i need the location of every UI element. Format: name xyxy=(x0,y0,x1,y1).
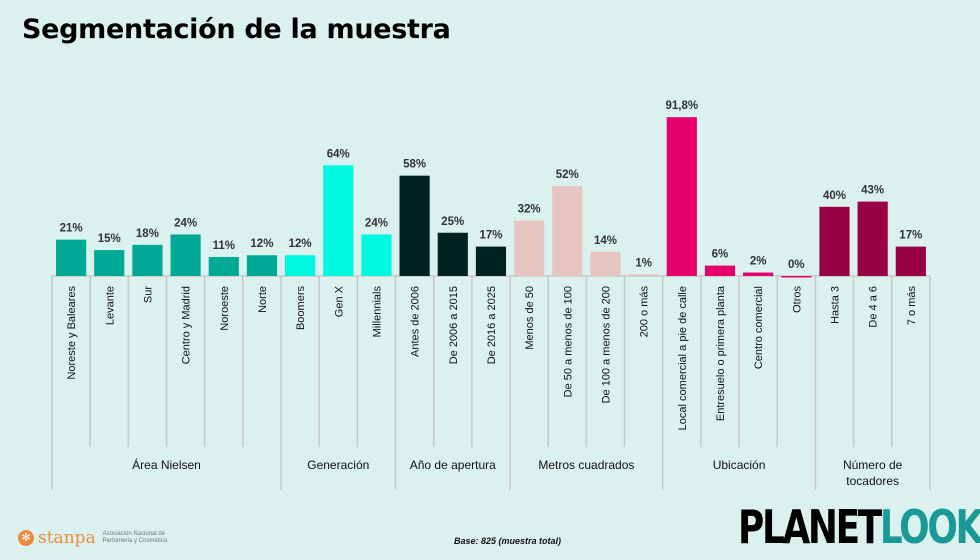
bar xyxy=(437,232,468,276)
data-label: 91,8% xyxy=(666,100,699,112)
tick-label: Otros xyxy=(791,286,803,313)
bar xyxy=(743,272,774,276)
bar xyxy=(895,246,926,276)
data-label: 14% xyxy=(594,235,617,247)
tick-label: Millennials xyxy=(371,286,383,338)
tick-label: De 2016 a 2025 xyxy=(486,286,498,364)
data-label: 2% xyxy=(750,256,767,268)
bar xyxy=(552,186,583,276)
bar xyxy=(704,265,736,276)
tick-label: Sur xyxy=(142,286,154,303)
tick-label: Norte xyxy=(257,286,269,313)
data-label: 24% xyxy=(365,217,388,229)
data-label: 6% xyxy=(712,249,729,261)
group-label: Generación xyxy=(307,458,369,472)
tick-label: Antes de 2006 xyxy=(410,286,422,357)
bar xyxy=(56,239,87,276)
bar xyxy=(399,175,430,276)
base-note: Base: 825 (muestra total) xyxy=(454,536,562,546)
bar xyxy=(208,256,239,276)
tick-label: Gen X xyxy=(333,285,345,317)
data-label: 40% xyxy=(823,190,846,202)
bar xyxy=(132,244,163,276)
stanpa-logo: ✻ stanpa Asociación Nacional de Perfumer… xyxy=(18,528,183,548)
group-label: Ubicación xyxy=(713,458,766,472)
data-label: 17% xyxy=(479,230,502,242)
bar xyxy=(590,251,621,276)
data-label: 25% xyxy=(441,216,464,228)
tick-label: Noroeste xyxy=(219,286,231,331)
bar xyxy=(475,246,507,276)
bar xyxy=(514,220,545,276)
data-label: 43% xyxy=(861,185,884,197)
bar xyxy=(323,165,354,276)
bar-chart: 21% Noreste y Baleares 15% Levante 18% Sur 24%… xyxy=(51,100,931,490)
bar xyxy=(628,274,659,276)
tick-label: Centro comercial xyxy=(753,286,765,369)
stanpa-subtitle: Asociación Nacional de Perfumería y Cosm… xyxy=(102,531,168,544)
data-label: 32% xyxy=(518,204,541,216)
planetlook-logo: PLANETLOOK xyxy=(738,500,980,554)
data-label: 24% xyxy=(174,217,197,229)
bar xyxy=(170,234,201,276)
logo-part-b: LOOK xyxy=(879,500,980,554)
data-label: 0% xyxy=(788,259,805,271)
tick-label: Entresuelo o primera planta xyxy=(715,285,727,421)
group-label: Año de apertura xyxy=(410,458,496,472)
tick-label: Levante xyxy=(104,286,116,325)
group-label: Área Nielsen xyxy=(132,457,201,472)
bar xyxy=(94,250,125,276)
data-label: 11% xyxy=(213,240,235,252)
bar xyxy=(819,206,850,276)
data-label: 17% xyxy=(899,230,922,242)
tick-label: 200 o más xyxy=(639,286,651,338)
tick-label: Centro y Madrid xyxy=(181,286,193,364)
tick-label: 7 o más xyxy=(906,286,918,326)
bar xyxy=(285,255,316,276)
tick-label: Noreste y Baleares xyxy=(66,286,78,380)
tick-label: Hasta 3 xyxy=(829,286,841,324)
tick-label: De 2006 a 2015 xyxy=(448,286,460,364)
data-label: 21% xyxy=(60,223,83,235)
tick-label: Local comercial a pie de calle xyxy=(677,286,689,430)
chart-title: Segmentación de la muestra xyxy=(22,14,451,45)
bar xyxy=(666,117,697,276)
data-label: 52% xyxy=(556,169,579,181)
tick-label: Menos de 50 xyxy=(524,286,536,350)
bar xyxy=(857,201,888,276)
data-label: 15% xyxy=(98,233,121,245)
data-label: 12% xyxy=(250,238,273,250)
data-label: 64% xyxy=(327,148,350,160)
bar xyxy=(246,255,278,276)
stanpa-icon: ✻ xyxy=(18,530,34,546)
stanpa-name: stanpa xyxy=(38,528,96,548)
tick-label: De 4 a 6 xyxy=(868,286,880,328)
bar xyxy=(361,234,392,276)
tick-label: Boomers xyxy=(295,286,307,331)
bar xyxy=(781,276,812,278)
data-label: 12% xyxy=(289,238,312,250)
data-label: 18% xyxy=(136,228,159,240)
group-label: Metros cuadrados xyxy=(538,458,634,472)
logo-part-a: PLANET xyxy=(738,500,882,554)
data-label: 1% xyxy=(635,257,652,269)
tick-label: De 50 a menos de 100 xyxy=(562,286,574,397)
group-label: tocadores xyxy=(846,474,899,488)
tick-label: De 100 a menos de 200 xyxy=(600,286,612,403)
data-label: 58% xyxy=(403,159,426,171)
group-label: Número de xyxy=(843,458,903,472)
